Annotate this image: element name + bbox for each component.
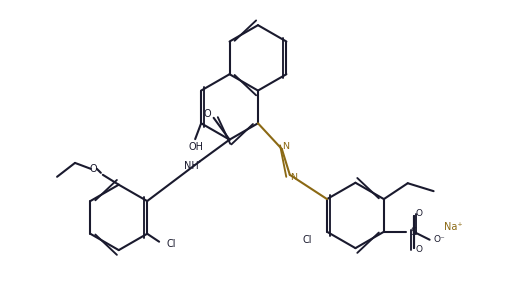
Text: O: O [89,164,97,174]
Text: O⁻: O⁻ [434,235,445,244]
Text: S: S [410,227,417,237]
Text: NH: NH [184,161,199,171]
Text: N: N [290,173,297,182]
Text: OH: OH [189,142,204,152]
Text: N: N [282,142,289,150]
Text: Cl: Cl [302,235,312,245]
Text: O: O [415,245,422,254]
Text: Na⁺: Na⁺ [444,222,463,232]
Text: O: O [415,209,422,219]
Text: Cl: Cl [166,239,176,249]
Text: O: O [204,109,212,119]
